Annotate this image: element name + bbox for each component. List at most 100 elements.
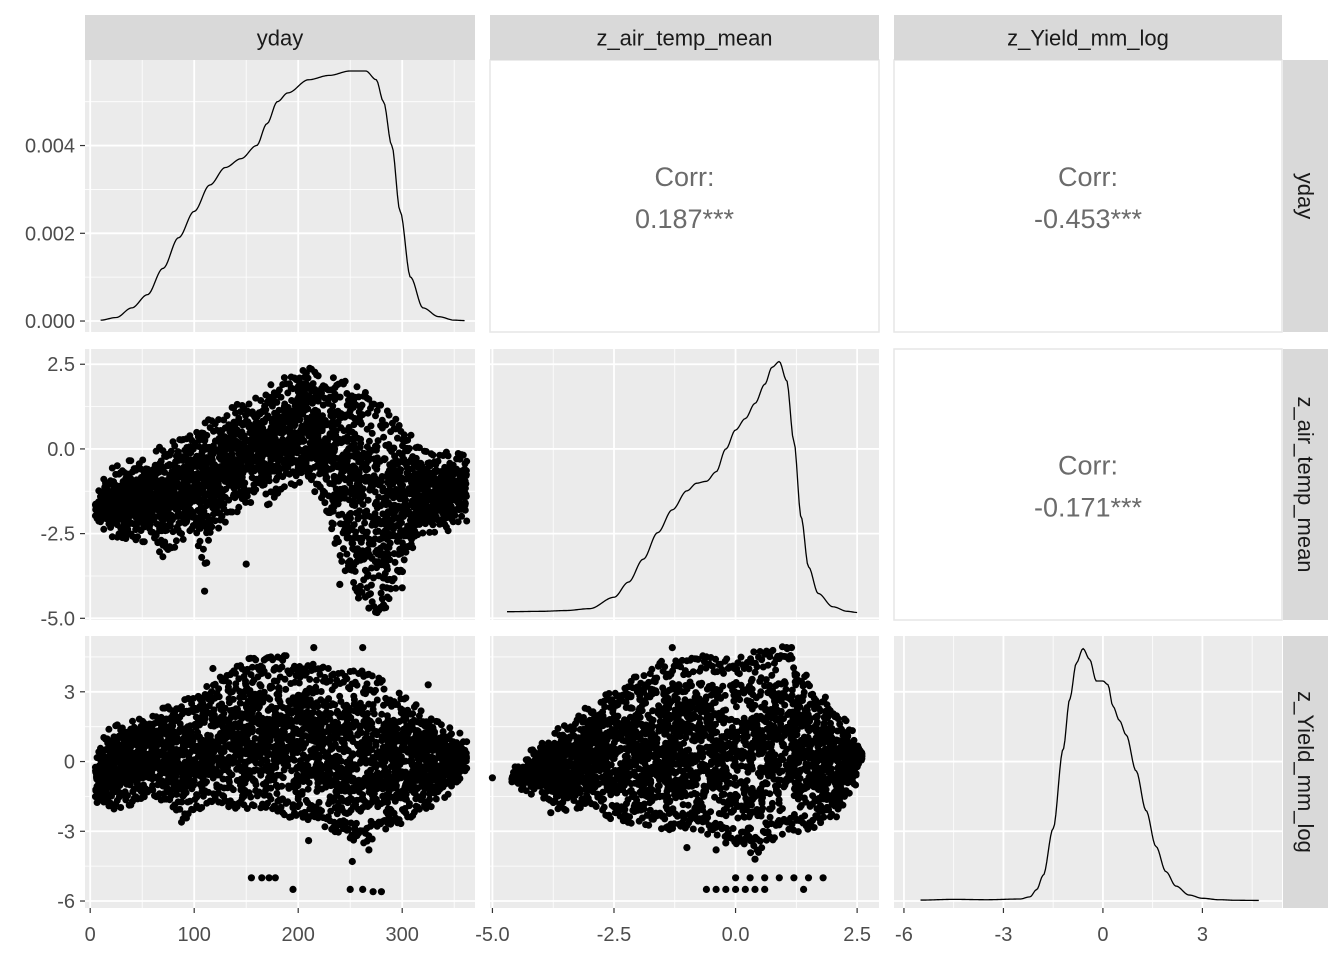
scatter-point-outlier [668, 644, 676, 652]
density-panel-z_air_temp_mean [490, 349, 879, 620]
scatter-point-outlier [712, 846, 720, 854]
scatter-point-outlier [518, 785, 526, 794]
y-tick-label: 2.5 [47, 354, 75, 376]
row-strip-yday: yday [1283, 60, 1328, 332]
correlation-panel-z_air_temp_mean-z_Yield_mm_log: Corr: -0.171*** [893, 348, 1283, 621]
scatter-point-outlier [379, 601, 388, 609]
scatter-point-outlier [790, 874, 798, 882]
scatter-panel-z_Yield_mm_log-vs-yday [85, 636, 475, 908]
scatter-point-outlier [359, 885, 367, 894]
strip-background [85, 15, 475, 60]
corr-label: Corr: [1058, 162, 1118, 192]
x-tick-label: 0.0 [722, 924, 750, 946]
x-axis-col-z_Yield_mm_log: -6 -3 0 3 [895, 908, 1208, 946]
scatter-point-outlier [242, 560, 250, 568]
scatter-point-outlier [247, 874, 255, 882]
panel-background [893, 59, 1283, 333]
strip-background [1283, 349, 1328, 620]
corr-label: Corr: [1058, 451, 1118, 481]
y-axis-row-yday: 0.000 0.002 0.004 [25, 136, 85, 333]
panel-layer: Corr: 0.187*** Corr: -0.453*** Corr: -0.171**… [85, 59, 1283, 908]
scatter-points [91, 652, 471, 847]
corr-value: 0.187*** [635, 204, 735, 234]
scatter-point-outlier [702, 653, 711, 661]
x-tick-label: -5.0 [475, 924, 509, 946]
panel-background [894, 636, 1282, 908]
x-tick-label: 0 [85, 924, 96, 946]
scatter-point-outlier [732, 874, 740, 882]
scatter-point-outlier [461, 465, 469, 473]
scatter-point-outlier [712, 885, 720, 894]
density-line-yday [100, 70, 465, 322]
scatter-point-outlier [804, 874, 813, 882]
y-tick-label: 0 [64, 752, 75, 774]
x-tick-label: 2.5 [843, 924, 871, 946]
y-tick-label: 0.002 [25, 223, 75, 245]
y-axis-row-z_air_temp_mean: -5.0 -2.5 0.0 2.5 [41, 354, 85, 630]
scatter-point-outlier [94, 509, 103, 517]
scatter-point-outlier [775, 874, 783, 882]
scatter-point-outlier [547, 809, 555, 817]
density-line-z_Yield_mm_log [920, 647, 1259, 902]
panel-background [85, 60, 475, 332]
scatter-point-outlier [751, 855, 759, 863]
scatter-point-outlier [488, 774, 496, 782]
strip-background [1283, 60, 1328, 332]
scatter-point-outlier [722, 885, 730, 894]
panel-background [893, 348, 1283, 621]
scatter-point-outlier [354, 594, 363, 602]
scatter-point-outlier [787, 644, 796, 652]
scatter-point-outlier [398, 584, 406, 592]
row-strip-label: z_air_temp_mean [1293, 396, 1318, 572]
scatter-point-outlier [800, 885, 808, 894]
scatter-point-outlier [99, 769, 107, 777]
y-tick-label: -6 [57, 891, 75, 913]
y-tick-label: -3 [57, 821, 75, 843]
y-tick-label: -2.5 [41, 524, 75, 546]
scatter-point-outlier [271, 874, 279, 882]
scatter-point-outlier [819, 874, 827, 882]
scatter-point-outlier [751, 885, 759, 894]
scatter-points [508, 643, 866, 857]
scatter-point-outlier [365, 846, 373, 854]
scatter-point-outlier [761, 874, 769, 882]
strip-background [894, 15, 1282, 60]
strip-background [490, 15, 879, 60]
x-tick-label: -6 [895, 924, 913, 946]
strip-layer: yday z_air_temp_mean z_Yield_mm_logydayz_a… [85, 15, 1328, 908]
column-strip-label: z_air_temp_mean [596, 26, 772, 51]
y-tick-label: 0.000 [25, 311, 75, 333]
correlation-panel-yday-z_Yield_mm_log: Corr: -0.453*** [893, 59, 1283, 333]
scatter-point-outlier [258, 874, 266, 882]
scatter-point-outlier [424, 681, 432, 689]
row-strip-label: z_Yield_mm_log [1293, 691, 1318, 853]
y-axis-row-z_Yield_mm_log: -6 -3 0 3 [57, 682, 85, 913]
axis-layer: 0.000 0.002 0.004 -5.0 -2.5 0.0 2.5 -6 -3 0 3 0 100 2… [25, 136, 1208, 946]
scatter-point-outlier [346, 885, 354, 894]
scatter-point-outlier [310, 644, 318, 652]
y-tick-label: 0.004 [25, 136, 75, 158]
scatter-point-outlier [377, 888, 385, 896]
scatter-panel-z_air_temp_mean-vs-yday [85, 349, 475, 620]
scatter-point-outlier [527, 790, 535, 798]
x-tick-label: 300 [386, 924, 419, 946]
column-strip-yday: yday [85, 15, 475, 60]
column-strip-z_Yield_mm_log: z_Yield_mm_log [894, 15, 1282, 60]
x-tick-label: -2.5 [597, 924, 631, 946]
scatter-point-outlier [741, 885, 749, 894]
scatter-panel-z_Yield_mm_log-vs-z_air_temp_mean [488, 636, 879, 908]
row-strip-z_Yield_mm_log: z_Yield_mm_log [1283, 636, 1328, 908]
x-tick-label: -3 [995, 924, 1013, 946]
y-tick-label: 3 [64, 682, 75, 704]
scatter-point-outlier [683, 844, 691, 852]
panel-background [489, 59, 880, 333]
x-tick-label: 3 [1197, 924, 1208, 946]
column-strip-label: z_Yield_mm_log [1007, 26, 1169, 51]
corr-value: -0.171*** [1034, 493, 1143, 523]
correlation-panel-yday-z_air_temp_mean: Corr: 0.187*** [489, 59, 880, 333]
y-tick-label: 0.0 [47, 439, 75, 461]
scatter-point-outlier [761, 885, 769, 894]
row-strip-z_air_temp_mean: z_air_temp_mean [1283, 349, 1328, 620]
x-axis-col-z_air_temp_mean: -5.0 -2.5 0.0 2.5 [475, 908, 871, 946]
